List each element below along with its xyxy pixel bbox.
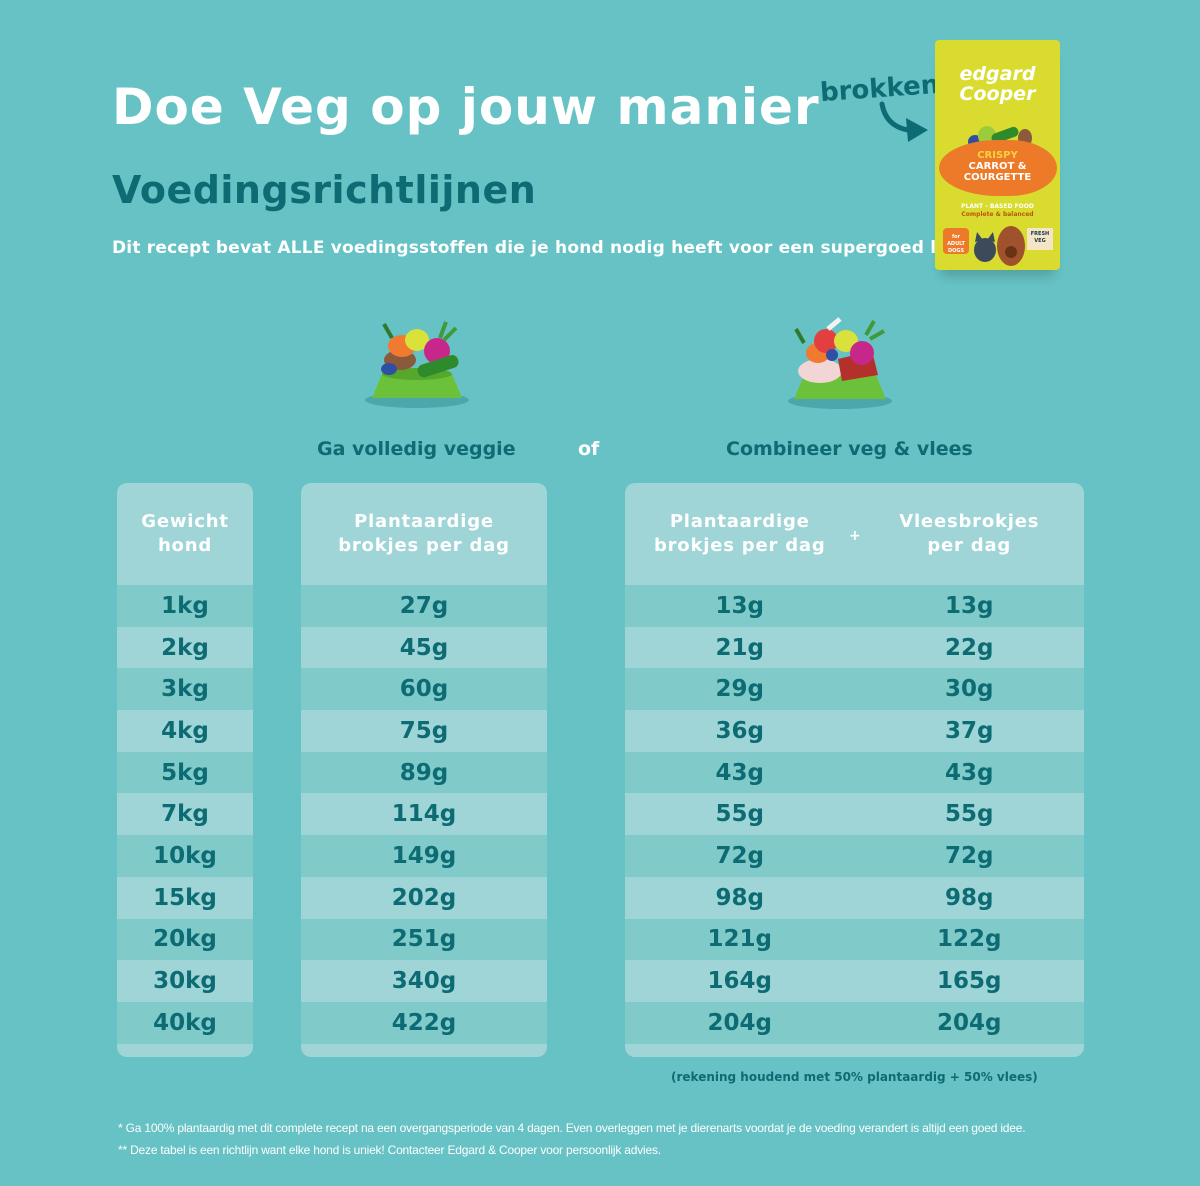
table-row: 5kg [117,751,253,794]
combo-ratio-note: (rekening houdend met 50% plantaardig + … [671,1070,1038,1084]
table-row: 121g 122g [625,918,1084,961]
combo-meat-header: Vleesbrokjes per dag [899,511,1040,556]
veggie-bowl-icon [365,321,469,408]
footnote-2: ** Deze tabel is een richtlijn want elke… [118,1143,661,1157]
table-row: 20kg [117,918,253,961]
combo-plant-header: Plantaardige brokjes per dag [653,511,826,556]
carrot-graphic [939,140,1057,196]
dogs-illustration-icon [974,226,1025,266]
page-title: Doe Veg op jouw manier [112,78,820,136]
page-subtitle: Voedingsrichtlijnen [112,168,537,212]
table-row: 27g [301,585,547,627]
adult-dogs-badge: for ADULT DOGS [943,228,969,254]
table-row: 98g 98g [625,876,1084,919]
curved-arrow-icon [879,101,928,142]
table-row: 2kg [117,626,253,669]
table-row: 43g 43g [625,751,1084,794]
fresh-veg-badge: FRESH VEG [1027,228,1053,250]
table-row: 7kg [117,793,253,836]
combo-option-label: Combineer veg & vlees [726,438,973,460]
table-row: 45g [301,626,547,669]
table-row: 55g 55g [625,793,1084,836]
table-row: 202g [301,876,547,919]
weight-column: Gewicht hond 1kg 2kg 3kg 4kg 5kg 7kg 10k… [117,483,253,1057]
table-row: 164g 165g [625,960,1084,1002]
table-row: 21g 22g [625,626,1084,669]
table-row: 10kg [117,835,253,877]
bag-claim: PLANT - BASED FOOD Complete & balanced [961,203,1034,218]
table-row: 204g 204g [625,1001,1084,1044]
or-label: of [578,438,600,460]
intro-text: Dit recept bevat ALLE voedingsstoffen di… [112,238,984,258]
bag-product-name: CRISPY CARROT & COURGETTE [963,150,1032,183]
combo-column: Plantaardige brokjes per dag Vleesbrokje… [625,483,1084,1057]
table-row: 15kg [117,876,253,919]
table-row: 1kg [117,585,253,627]
combo-header: Plantaardige brokjes per dag Vleesbrokje… [625,483,1084,585]
table-row: 36g 37g [625,710,1084,752]
bag-brand: edgard Cooper [959,63,1036,105]
product-bag-image: edgard Cooper CRISPY CARROT & COURGETTE … [935,40,1060,270]
plus-sign: + [849,528,861,544]
veg-and-meat-bowl-icon [788,317,892,409]
table-row: 40kg [117,1001,253,1044]
veggie-option-label: Ga volledig veggie [317,438,516,460]
veggie-column: Plantaardige brokjes per dag 27g 45g 60g… [301,483,547,1057]
table-row: 3kg [117,668,253,711]
table-row: 30kg [117,960,253,1002]
table-row: 149g [301,835,547,877]
table-row: 114g [301,793,547,836]
table-row: 251g [301,918,547,961]
table-row: 60g [301,668,547,711]
table-row: 72g 72g [625,835,1084,877]
table-row: 75g [301,710,547,752]
table-row: 340g [301,960,547,1002]
weight-header: Gewicht hond [141,511,229,556]
table-row: 422g [301,1001,547,1044]
footnote-1: * Ga 100% plantaardig met dit complete r… [118,1121,1026,1135]
table-row: 89g [301,751,547,794]
table-row: 29g 30g [625,668,1084,711]
veggie-header: Plantaardige brokjes per dag [338,511,510,556]
table-row: 4kg [117,710,253,752]
table-row: 13g 13g [625,585,1084,627]
